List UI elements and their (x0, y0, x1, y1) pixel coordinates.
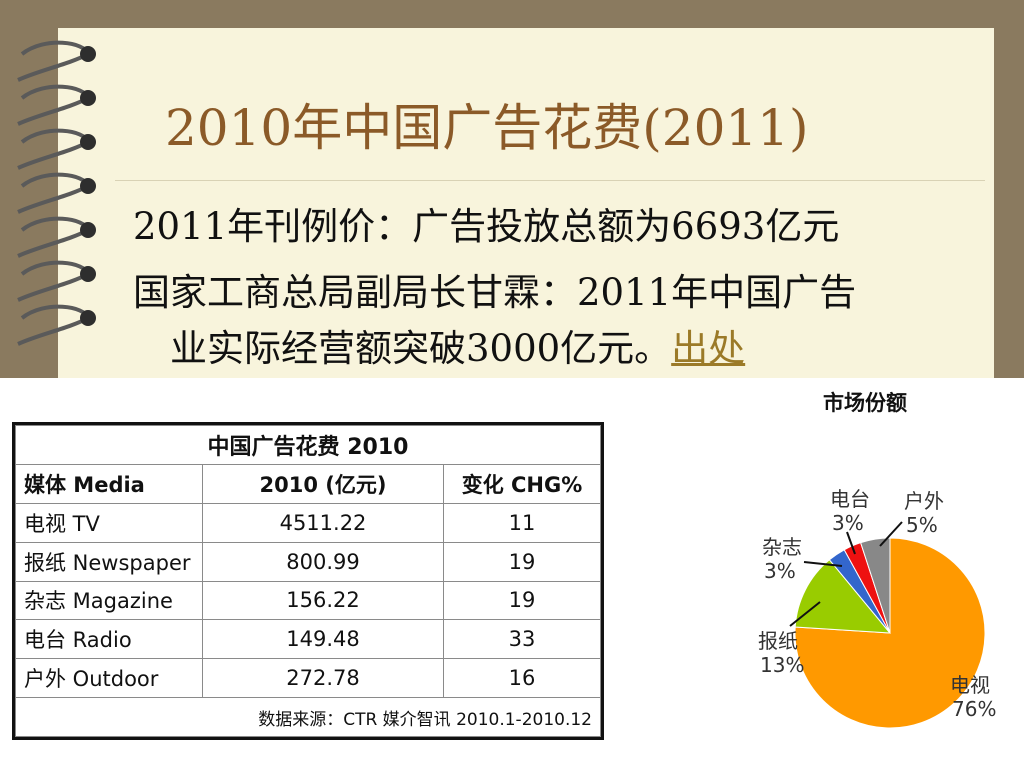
source-link[interactable]: 出处 (671, 327, 746, 370)
table-cell: 19 (443, 541, 601, 582)
bullet-line-3-text: 业实际经营额突破3000亿元。 (170, 327, 672, 370)
table-cell: 19 (443, 580, 601, 621)
table-cell: 149.48 (202, 619, 444, 660)
pie-label-pct-0: 76% (952, 697, 996, 721)
pie-leader-line-1 (803, 561, 843, 567)
bullet-line-2: 国家工商总局副局长甘霖：2011年中国广告 (133, 271, 857, 314)
pie-label-name-2: 杂志 (762, 535, 802, 559)
table-cell: 电视 TV (15, 503, 203, 543)
pie-slice-4 (860, 537, 891, 634)
table-cell: 33 (443, 619, 601, 660)
table-row: 杂志 Magazine 156.22 19 (15, 580, 601, 621)
pie-chart-title: 市场份额 (823, 391, 907, 415)
table-title: 中国广告花费 2010 (15, 425, 601, 465)
table-header-chg: 变化 CHG% (443, 464, 601, 504)
pie-label-name-3: 电台 (830, 487, 870, 511)
table-row: 电台 Radio 149.48 33 (15, 619, 601, 660)
table-header-media: 媒体 Media (15, 464, 203, 504)
table-row: 户外 Outdoor 272.78 16 (15, 658, 601, 698)
table-cell: 报纸 Newspaper (15, 541, 203, 582)
table-cell: 156.22 (202, 580, 444, 621)
ad-spend-table: 中国广告花费 2010 媒体 Media 2010 (亿元) 变化 CHG% 电… (12, 422, 604, 740)
pie-label-pct-2: 3% (764, 559, 796, 583)
table-cell: 800.99 (202, 541, 444, 582)
pie-label-name-4: 户外 (904, 489, 944, 513)
pie-leader-line-0 (789, 601, 821, 627)
bullet-line-3: 业实际经营额突破3000亿元。出处 (170, 318, 745, 372)
table-row: 电视 TV 4511.22 11 (15, 503, 601, 543)
pie-label-pct-4: 5% (906, 513, 938, 537)
table-cell: 户外 Outdoor (15, 658, 203, 698)
table-header-2010: 2010 (亿元) (202, 464, 444, 504)
table-cell: 4511.22 (202, 503, 444, 543)
pie-label-name-1: 报纸 (758, 629, 798, 653)
table-cell: 杂志 Magazine (15, 580, 203, 621)
pie-slice-0 (794, 537, 986, 729)
table-cell: 电台 Radio (15, 619, 203, 660)
pie-label-pct-3: 3% (832, 511, 864, 535)
slide-title: 2010年中国广告花费(2011) (165, 99, 809, 157)
table-cell: 272.78 (202, 658, 444, 698)
table-cell: 11 (443, 503, 601, 543)
spiral-binding-icon (17, 40, 96, 346)
title-divider (115, 180, 985, 181)
pie-label-pct-1: 13% (760, 653, 804, 677)
table-cell: 16 (443, 658, 601, 698)
pie-slice-1 (794, 559, 892, 634)
notebook-paper (58, 28, 994, 378)
table-source: 数据来源：CTR 媒介智讯 2010.1-2010.12 (15, 697, 601, 737)
table-row: 报纸 Newspaper 800.99 19 (15, 541, 601, 582)
pie-label-name-0: 电视 (950, 673, 990, 697)
pie-leader-line-2 (846, 531, 856, 555)
bullet-line-1: 2011年刊例价：广告投放总额为6693亿元 (133, 205, 840, 248)
pie-leader-line-3 (879, 521, 903, 547)
